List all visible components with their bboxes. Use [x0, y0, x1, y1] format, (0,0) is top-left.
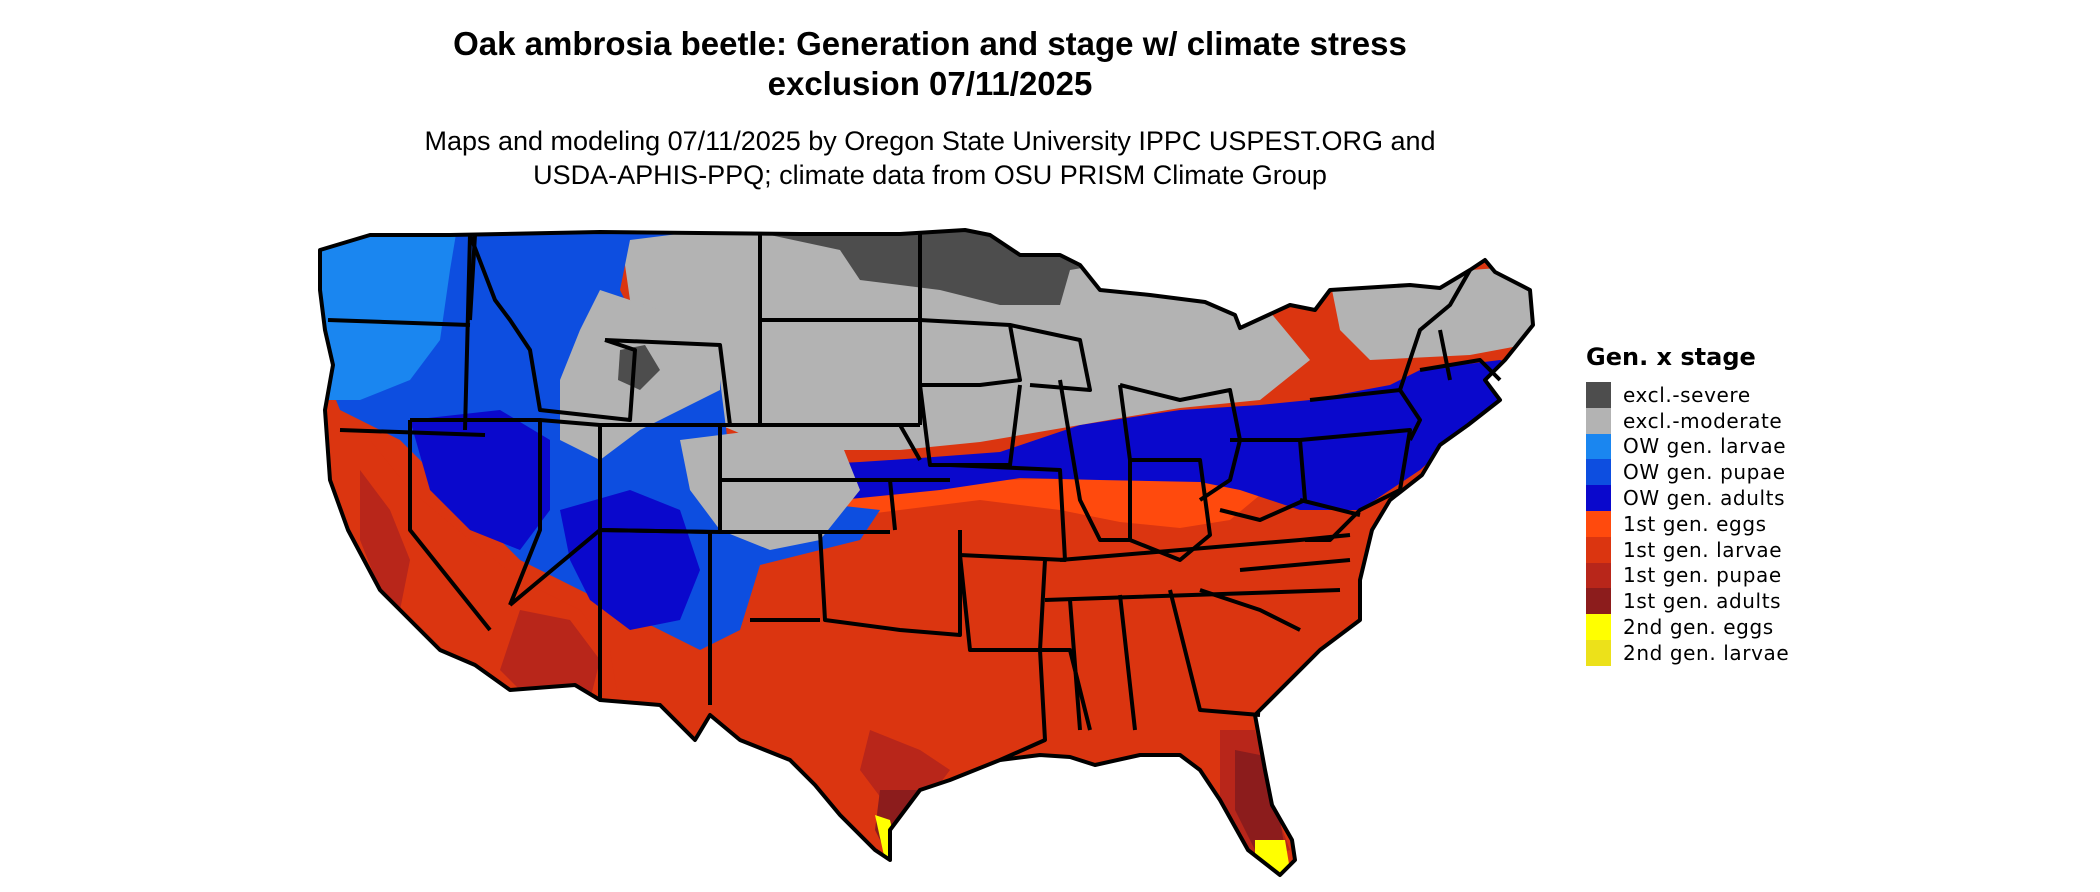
stage-regions: [320, 230, 1533, 875]
legend-swatch: [1586, 536, 1611, 563]
legend-label: 1st gen. pupae: [1623, 563, 1782, 588]
title-line-1: Oak ambrosia beetle: Generation and stag…: [453, 25, 1407, 62]
line-west-coast-states: [327, 234, 486, 437]
region-1st-gen-pupae-az: [500, 610, 600, 700]
legend-swatch: [1586, 510, 1611, 537]
region-1st-gen-adults-fl: [1235, 750, 1285, 860]
state-boundaries: [318, 228, 1535, 877]
legend-swatch: [1586, 614, 1611, 640]
map-title: Oak ambrosia beetle: Generation and stag…: [0, 24, 1860, 104]
legend-item: OW gen. adults: [1586, 485, 1789, 511]
legend-swatch: [1586, 459, 1611, 486]
map-subtitle: Maps and modeling 07/11/2025 by Oregon S…: [0, 124, 1860, 192]
line-idaho-montana: [468, 234, 637, 422]
legend-swatch: [1586, 562, 1611, 589]
legend-items: excl.-severe excl.-moderate OW gen. larv…: [1586, 382, 1789, 666]
line-wyoming: [604, 338, 732, 426]
us-map: [318, 228, 1535, 877]
legend-label: 2nd gen. eggs: [1623, 615, 1774, 640]
legend-label: OW gen. pupae: [1623, 460, 1786, 485]
line-sc-nc: [1199, 558, 1351, 632]
legend-item: OW gen. pupae: [1586, 459, 1789, 486]
line-ny-nj: [1309, 388, 1422, 441]
legend-label: 1st gen. larvae: [1623, 537, 1783, 562]
legend-item: 1st gen. adults: [1586, 588, 1789, 615]
legend-item: excl.-severe: [1586, 382, 1789, 408]
legend-label: excl.-moderate: [1623, 408, 1783, 433]
legend-label: 1st gen. eggs: [1623, 511, 1767, 536]
legend-item: 2nd gen. eggs: [1586, 614, 1789, 640]
legend-title: Gen. x stage: [1586, 343, 1756, 371]
line-new-england: [1398, 269, 1502, 391]
legend-swatch: [1586, 433, 1611, 460]
line-nebraska-kansas: [720, 423, 950, 534]
map-legend: Gen. x stage excl.-severe excl.-moderate…: [1586, 342, 1789, 666]
title-line-2: exclusion 07/11/2025: [767, 65, 1093, 102]
line-ms-al-ga: [1068, 589, 1261, 731]
subtitle-line-2: USDA-APHIS-PPQ; climate data from OSU PR…: [533, 160, 1327, 190]
us-outline: [318, 228, 1535, 877]
line-louisiana: [970, 648, 1092, 762]
legend-label: OW gen. larvae: [1623, 434, 1787, 459]
legend-swatch: [1586, 407, 1611, 434]
region-1st-gen-pupae-ca: [360, 470, 410, 610]
legend-swatch: [1586, 588, 1611, 615]
legend-label: OW gen. adults: [1623, 486, 1786, 511]
legend-item: excl.-moderate: [1586, 407, 1789, 434]
legend-item: 1st gen. pupae: [1586, 562, 1789, 589]
legend-item: 1st gen. larvae: [1586, 536, 1789, 563]
legend-item: 2nd gen. larvae: [1586, 639, 1790, 666]
line-oklahoma-texas: [720, 530, 962, 637]
legend-swatch: [1586, 639, 1611, 666]
line-va-wv-pa: [1299, 428, 1412, 542]
line-dakotas: [758, 234, 922, 427]
line-az-nm: [508, 528, 712, 705]
region-excl-moderate-colorado: [680, 430, 860, 550]
region-ow-gen-adults-nv: [410, 410, 550, 550]
legend-swatch: [1586, 382, 1611, 408]
region-ow-gen-adults-west: [560, 490, 700, 630]
subtitle-line-1: Maps and modeling 07/11/2025 by Oregon S…: [424, 126, 1436, 156]
line-nevada-utah: [408, 418, 542, 632]
legend-item: OW gen. larvae: [1586, 433, 1789, 460]
legend-label: 1st gen. adults: [1623, 589, 1782, 614]
legend-label: 2nd gen. larvae: [1623, 640, 1790, 665]
legend-item: 1st gen. eggs: [1586, 510, 1789, 537]
region-excl-severe-patch-wy: [618, 345, 660, 390]
legend-swatch: [1586, 485, 1611, 511]
region-ow-gen-larvae-west: [320, 230, 460, 400]
legend-label: excl.-severe: [1623, 382, 1751, 407]
